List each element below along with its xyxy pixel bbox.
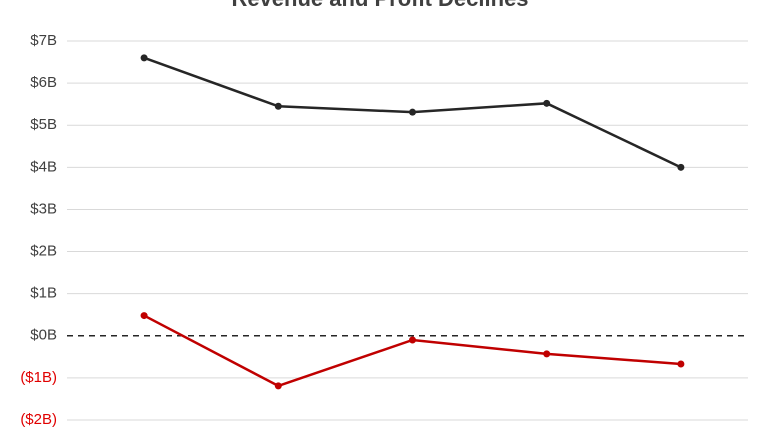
data-point [274, 382, 282, 390]
y-tick-label: $1B [30, 285, 57, 302]
y-tick-label: ($2B) [20, 411, 57, 428]
data-point [677, 163, 685, 171]
y-tick-label: $4B [30, 158, 57, 175]
data-point [140, 54, 148, 62]
data-point [677, 360, 685, 368]
data-point [274, 102, 282, 110]
data-point [409, 336, 416, 344]
y-tick-label: ($1B) [20, 369, 57, 386]
data-point [409, 108, 416, 116]
y-tick-label: $2B [30, 243, 57, 260]
y-tick-label: $3B [30, 200, 57, 217]
data-point [140, 312, 148, 320]
y-tick-label: $0B [30, 327, 57, 344]
chart-title: Revenue and Profit Declines [231, 0, 528, 11]
y-tick-label: $6B [30, 74, 57, 91]
data-point [543, 350, 551, 358]
data-point [543, 99, 551, 107]
series-line [143, 314, 681, 388]
y-tick-label: $5B [30, 116, 57, 133]
y-tick-label: $7B [30, 32, 57, 49]
